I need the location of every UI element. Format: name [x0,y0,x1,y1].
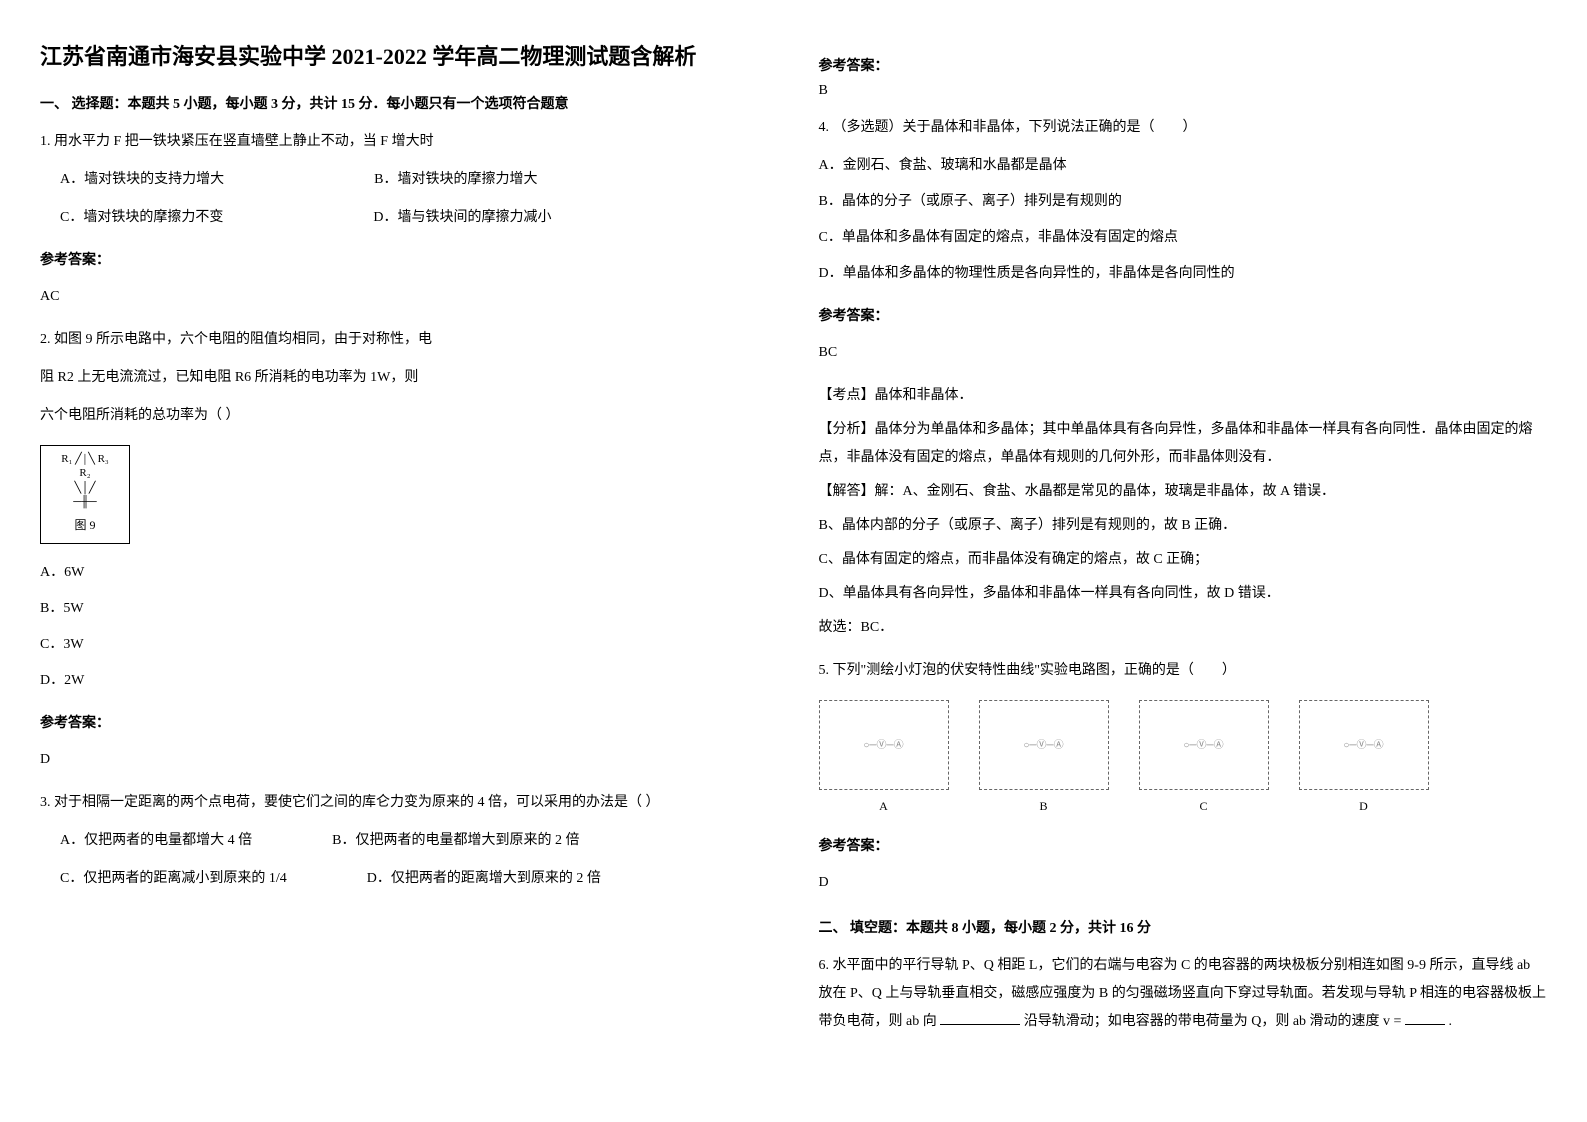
question-4: 4. （多选题）关于晶体和非晶体，下列说法正确的是（ ） A．金刚石、食盐、玻璃… [819,114,1548,642]
q4-ans-label: 参考答案： [819,303,1548,331]
question-5: 5. 下列"测绘小灯泡的伏安特性曲线"实验电路图，正确的是（ ） ○─Ⓥ─Ⓐ A… [819,657,1548,897]
q2-optA: A．6W [40,559,769,587]
q1-optD: D．墙与铁块间的摩擦力减小 [373,204,551,232]
circuit-diagram-b: ○─Ⓥ─Ⓐ [979,700,1109,790]
q5-labelC: C [1139,794,1269,818]
q1-ans-label: 参考答案： [40,247,769,275]
q5-ans-label: 参考答案： [819,833,1548,861]
q2-text1: 2. 如图 9 所示电路中，六个电阻的阻值均相同，由于对称性，电 [40,326,769,354]
q5-ans: D [819,869,1548,897]
q5-labelA: A [819,794,949,818]
q3-text: 3. 对于相隔一定距离的两个点电荷，要使它们之间的库仑力变为原来的 4 倍，可以… [40,789,769,817]
q4-optC: C．单晶体和多晶体有固定的熔点，非晶体没有固定的熔点 [819,224,1548,252]
q2-text2: 阻 R2 上无电流流过，已知电阻 R6 所消耗的电功率为 1W，则 [40,364,769,392]
question-1: 1. 用水平力 F 把一铁块紧压在竖直墙壁上静止不动，当 F 增大时 A．墙对铁… [40,128,769,311]
right-column: 参考答案： B 4. （多选题）关于晶体和非晶体，下列说法正确的是（ ） A．金… [819,40,1548,1051]
circuit-diagram-a: ○─Ⓥ─Ⓐ [819,700,949,790]
q4-kdian: 【考点】晶体和非晶体． [819,382,1548,410]
q2-optC: C．3W [40,631,769,659]
q1-optB: B．墙对铁块的摩擦力增大 [374,166,537,194]
q4-text: 4. （多选题）关于晶体和非晶体，下列说法正确的是（ ） [819,114,1548,142]
q3-optC: C．仅把两者的距离减小到原来的 1/4 [60,865,287,893]
q3-ans-label: 参考答案： [819,55,1548,75]
q4-jiedaC: C、晶体有固定的熔点，而非晶体没有确定的熔点，故 C 正确； [819,546,1548,574]
q2-ans: D [40,746,769,774]
circuit-diagram-d: ○─Ⓥ─Ⓐ [1299,700,1429,790]
question-2: 2. 如图 9 所示电路中，六个电阻的阻值均相同，由于对称性，电 阻 R2 上无… [40,326,769,774]
question-6: 6. 水平面中的平行导轨 P、Q 相距 L，它们的右端与电容为 C 的电容器的两… [819,952,1548,1036]
q4-ans: BC [819,339,1548,367]
q1-optA: A．墙对铁块的支持力增大 [60,166,224,194]
q5-labelD: D [1299,794,1429,818]
q4-jiedaD: D、单晶体具有各向异性，多晶体和非晶体一样具有各向同性，故 D 错误． [819,580,1548,608]
q2-fig-r1: R₁ [61,453,72,465]
q6-text3: . [1448,1014,1452,1029]
page-title: 江苏省南通市海安县实验中学 2021-2022 学年高二物理测试题含解析 [40,40,769,73]
q4-fenxi: 【分析】晶体分为单晶体和多晶体；其中单晶体具有各向异性，多晶体和非晶体一样具有各… [819,416,1548,472]
q2-fig-label: 图 9 [47,513,123,537]
q3-optA: A．仅把两者的电量都增大 4 倍 [60,827,252,855]
q4-optD: D．单晶体和多晶体的物理性质是各向异性的，非晶体是各向同性的 [819,260,1548,288]
q2-optB: B．5W [40,595,769,623]
q1-optC: C．墙对铁块的摩擦力不变 [60,204,223,232]
q2-fig-r2: R₂ [79,467,90,479]
q4-guxuan: 故选：BC． [819,614,1548,642]
circuit-diagram-c: ○─Ⓥ─Ⓐ [1139,700,1269,790]
q2-ans-label: 参考答案： [40,710,769,738]
left-column: 江苏省南通市海安县实验中学 2021-2022 学年高二物理测试题含解析 一、 … [40,40,769,1051]
q2-optD: D．2W [40,667,769,695]
q1-text: 1. 用水平力 F 把一铁块紧压在竖直墙壁上静止不动，当 F 增大时 [40,128,769,156]
section2-header: 二、 填空题：本题共 8 小题，每小题 2 分，共计 16 分 [819,917,1548,937]
q6-blank1 [940,1011,1020,1025]
q2-fig-r3: R₃ [98,453,109,465]
q5-labelB: B [979,794,1109,818]
q4-optA: A．金刚石、食盐、玻璃和水晶都是晶体 [819,152,1548,180]
q1-ans: AC [40,283,769,311]
q6-blank2 [1405,1011,1445,1025]
question-3: 3. 对于相隔一定距离的两个点电荷，要使它们之间的库仑力变为原来的 4 倍，可以… [40,789,769,893]
q4-jiedaB: B、晶体内部的分子（或原子、离子）排列是有规则的，故 B 正确． [819,512,1548,540]
q5-diagrams: ○─Ⓥ─Ⓐ A ○─Ⓥ─Ⓐ B ○─Ⓥ─Ⓐ C ○─Ⓥ─Ⓐ D [819,700,1548,818]
section1-header: 一、 选择题：本题共 5 小题，每小题 3 分，共计 15 分．每小题只有一个选… [40,93,769,113]
q5-text: 5. 下列"测绘小灯泡的伏安特性曲线"实验电路图，正确的是（ ） [819,657,1548,685]
q3-optD: D．仅把两者的距离增大到原来的 2 倍 [367,865,601,893]
q4-jieda: 【解答】解：A、金刚石、食盐、水晶都是常见的晶体，玻璃是非晶体，故 A 错误． [819,478,1548,506]
q6-text2: 沿导轨滑动；如电容器的带电荷量为 Q，则 ab 滑动的速度 v = [1024,1014,1402,1029]
q4-optB: B．晶体的分子（或原子、离子）排列是有规则的 [819,188,1548,216]
q2-text3: 六个电阻所消耗的总功率为（ ） [40,402,769,430]
q3-optB: B．仅把两者的电量都增大到原来的 2 倍 [332,827,579,855]
q2-figure: R₁ ╱│╲ R₃ R₂ ╲│╱ ─╫─ 图 9 [40,445,130,544]
q3-ans: B [819,83,1548,99]
